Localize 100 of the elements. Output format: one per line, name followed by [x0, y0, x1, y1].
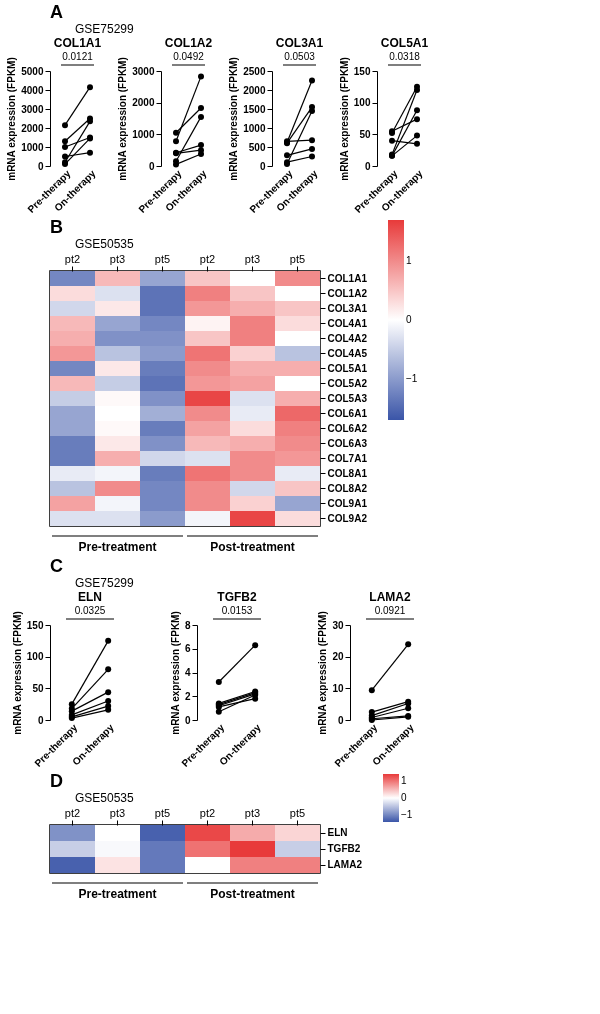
- text: Post-treatment: [210, 887, 295, 901]
- x-tick-label: pt2: [64, 806, 81, 819]
- y-tick-label: 20: [332, 651, 344, 663]
- y-tick-label: 2000: [132, 97, 155, 109]
- color-bar-label: 1: [401, 774, 407, 786]
- chart-title: GSE50535: [75, 791, 135, 805]
- y-tick-label: 0: [37, 160, 44, 172]
- color-bar-label: 0: [401, 792, 407, 803]
- text: 0.0503: [284, 51, 316, 62]
- y-tick-label: 0: [364, 160, 371, 172]
- color-bar-label: −1: [401, 809, 413, 821]
- color-bar-label: −1: [406, 372, 418, 384]
- text: Pre-treatment: [78, 887, 157, 901]
- x-tick-label: pt2: [199, 806, 216, 819]
- y-tick-label: 4000: [21, 84, 44, 96]
- y-tick-label: ELN: [327, 827, 348, 838]
- color-bar-label: 1: [406, 255, 412, 267]
- text: GSE75299: [75, 22, 135, 36]
- y-tick-label: 3000: [132, 65, 155, 77]
- y-tick-label: COL5A3: [327, 392, 368, 404]
- y-tick-label: COL4A2: [327, 332, 368, 344]
- x-tick-label: pt3: [244, 806, 261, 819]
- y-tick-label: 2: [184, 690, 191, 702]
- y-tick-label: COL8A1: [327, 467, 368, 479]
- y-tick-label: COL9A1: [327, 497, 368, 509]
- y-axis-title: mRNA expression (FPKM): [169, 611, 181, 735]
- x-tick-label: pt2: [199, 252, 216, 265]
- text: C: [50, 556, 63, 576]
- y-tick-label: COL6A3: [327, 437, 368, 449]
- text: Post-treatment: [210, 540, 295, 554]
- y-tick-label: COL9A2: [327, 512, 368, 524]
- y-tick-label: COL4A1: [327, 317, 368, 329]
- y-tick-label: 50: [359, 128, 371, 140]
- y-tick-label: 1000: [21, 141, 44, 153]
- text: D: [50, 771, 63, 791]
- y-tick-label: LAMA2: [327, 859, 363, 870]
- text: GSE75299: [75, 576, 135, 590]
- y-tick-label: COL1A2: [327, 287, 368, 299]
- text: 0.0153: [221, 605, 253, 616]
- y-tick-label: 0: [37, 714, 44, 726]
- y-tick-label: 0: [184, 714, 191, 726]
- x-tick-label: pt2: [64, 252, 81, 265]
- text: 0.0318: [389, 51, 421, 62]
- y-axis-title: mRNA expression (FPKM): [6, 57, 18, 181]
- y-tick-label: 5000: [21, 65, 44, 77]
- y-tick-label: COL5A2: [327, 377, 368, 389]
- y-tick-label: 150: [353, 65, 371, 77]
- y-tick-label: COL8A2: [327, 482, 368, 494]
- text: A: [50, 2, 63, 22]
- y-axis-title: mRNA expression (FPKM): [117, 57, 129, 181]
- y-tick-label: 0: [337, 714, 344, 726]
- y-tick-label: COL1A1: [327, 272, 368, 284]
- text: B: [50, 217, 63, 237]
- chart-title: GSE50535: [75, 237, 135, 251]
- color-bar-label: 0: [406, 314, 412, 325]
- y-tick-label: 2000: [21, 122, 44, 134]
- y-axis-title: mRNA expression (FPKM): [317, 611, 329, 735]
- x-tick-label: pt3: [109, 252, 126, 265]
- y-tick-label: 10: [332, 682, 344, 694]
- x-tick-label: pt5: [154, 252, 171, 265]
- chart-title: COL3A1: [275, 36, 324, 50]
- x-tick-label: pt5: [154, 806, 171, 819]
- y-tick-label: COL4A5: [327, 347, 368, 359]
- chart-title: COL5A1: [380, 36, 429, 50]
- x-tick-label: pt5: [289, 252, 306, 265]
- y-tick-label: COL3A1: [327, 302, 368, 314]
- y-tick-label: 0: [259, 160, 266, 172]
- y-tick-label: 0: [148, 160, 155, 172]
- y-tick-label: 150: [26, 619, 44, 631]
- y-tick-label: 6: [184, 643, 191, 655]
- y-tick-label: 3000: [21, 103, 44, 115]
- text: 0.0325: [74, 605, 106, 616]
- text: 0.0921: [374, 605, 406, 616]
- chart-title: TGFB2: [217, 590, 257, 604]
- y-tick-label: 100: [353, 97, 371, 109]
- y-tick-label: COL5A1: [327, 362, 368, 374]
- y-tick-label: 500: [248, 141, 266, 153]
- y-tick-label: COL7A1: [327, 452, 368, 464]
- y-tick-label: 30: [332, 619, 344, 631]
- y-axis-title: mRNA expression (FPKM): [338, 57, 350, 181]
- y-tick-label: 1000: [132, 128, 155, 140]
- y-tick-label: COL6A1: [327, 407, 368, 419]
- y-tick-label: 4: [184, 667, 191, 678]
- x-tick-label: pt3: [244, 252, 261, 265]
- y-tick-label: 50: [32, 682, 44, 694]
- y-tick-label: 1500: [243, 103, 266, 115]
- y-tick-label: 8: [184, 619, 191, 631]
- y-tick-label: 1000: [243, 122, 266, 134]
- text: Pre-treatment: [78, 540, 157, 554]
- chart-title: LAMA2: [369, 590, 411, 604]
- text: 0.0121: [62, 51, 94, 62]
- chart-title: ELN: [78, 590, 102, 604]
- y-tick-label: 2000: [243, 84, 266, 96]
- text: 0.0492: [173, 51, 205, 62]
- y-tick-label: COL6A2: [327, 422, 368, 434]
- y-tick-label: 100: [26, 651, 44, 663]
- y-tick-label: TGFB2: [327, 843, 361, 854]
- y-axis-title: mRNA expression (FPKM): [228, 57, 240, 181]
- x-tick-label: pt5: [289, 806, 306, 819]
- x-tick-label: pt3: [109, 806, 126, 819]
